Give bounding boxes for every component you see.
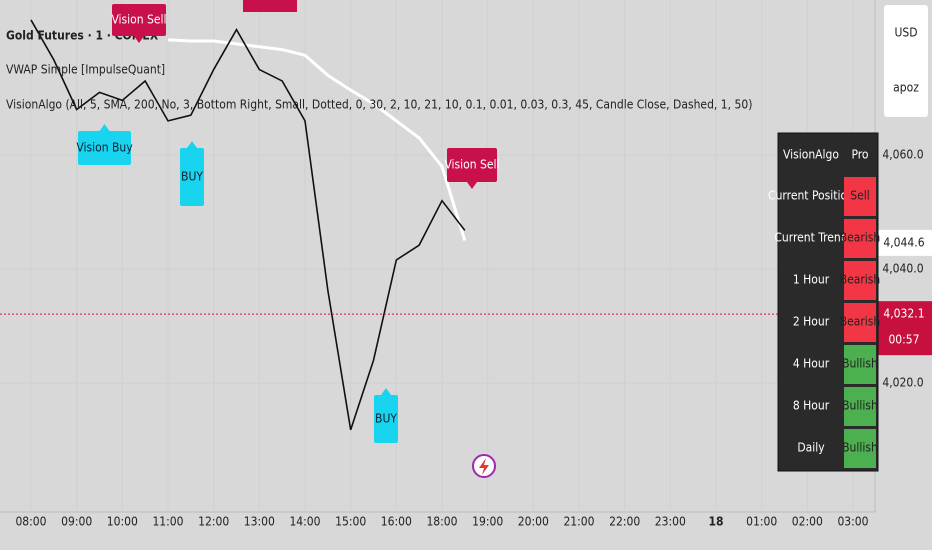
signal-box [78, 131, 131, 165]
countdown: 00:57 [888, 333, 919, 347]
signal-pointer [381, 388, 391, 395]
table-value: Bearish [840, 315, 881, 329]
x-tick-label: 18:00 [426, 515, 457, 529]
x-tick-label: 16:00 [381, 515, 412, 529]
indicator-label: VisionAlgo (All, 5, SMA, 200, No, 3, Bot… [6, 98, 752, 112]
y-tick-label: 4,040.0 [882, 262, 923, 276]
x-tick-label: 22:00 [609, 515, 640, 529]
table-label: 1 Hour [793, 273, 830, 287]
alert-bolt [479, 458, 489, 475]
signal-label: Vision Sell [444, 158, 499, 172]
price-line [167, 38, 467, 242]
table-header: VisionAlgo [783, 148, 839, 162]
x-tick-label: 14:00 [289, 515, 320, 529]
signal-label: Vision Buy [76, 141, 133, 155]
x-tick-label: 21:00 [563, 515, 594, 529]
table-header: Pro [851, 148, 868, 162]
table-value: Sell [850, 189, 870, 203]
x-tick-label: 19:00 [472, 515, 503, 529]
indicator-label: VWAP Simple [ImpulseQuant] [6, 63, 165, 77]
table-cell [844, 429, 876, 468]
scale-label[interactable]: apoz [893, 81, 919, 95]
table-cell [844, 387, 876, 426]
table-value: Bullish [842, 441, 878, 455]
table-cell [844, 177, 876, 216]
table-value: Bullish [842, 357, 878, 371]
x-tick-label: 01:00 [746, 515, 777, 529]
x-tick-label: 03:00 [837, 515, 868, 529]
price-marker [877, 301, 932, 356]
x-tick-label: 23:00 [655, 515, 686, 529]
table-cell [844, 219, 876, 258]
y-tick-label: 4,020.0 [882, 376, 923, 390]
x-tick-label: 20:00 [518, 515, 549, 529]
table-value: Bearish [840, 273, 881, 287]
signal-box [243, 0, 297, 12]
x-tick-label: 15:00 [335, 515, 366, 529]
signal-pointer [187, 141, 197, 148]
x-tick-label: 08:00 [15, 515, 46, 529]
signal-label: Vision Sell [111, 13, 166, 27]
y-tick-label: 4,060.0 [882, 148, 923, 162]
x-tick-label: 11:00 [152, 515, 183, 529]
x-tick-label: 09:00 [61, 515, 92, 529]
price-marker-label: 4,044.6 [883, 235, 924, 249]
signal-pointer [99, 124, 110, 131]
price-scale-box [884, 5, 928, 117]
x-tick-label: 12:00 [198, 515, 229, 529]
price-marker-label: 4,032.1 [883, 307, 924, 321]
price-marker [877, 229, 932, 256]
table-cell [844, 261, 876, 300]
signal-box [374, 395, 398, 443]
table-label: 2 Hour [793, 315, 830, 329]
signal-label: BUY [375, 412, 397, 426]
signal-pointer [467, 182, 477, 189]
x-tick-label: 10:00 [107, 515, 138, 529]
signal-box [112, 4, 166, 36]
signal-pointer [134, 36, 144, 43]
table-label: Daily [797, 441, 825, 455]
table-value: Bullish [842, 399, 878, 413]
currency[interactable]: USD [894, 26, 917, 40]
x-tick-label: 13:00 [244, 515, 275, 529]
signal-box [180, 148, 204, 206]
table-cell [844, 345, 876, 384]
table-label: 4 Hour [793, 357, 830, 371]
table-label: Current Trend [774, 231, 847, 245]
x-tick-label: 18 [708, 515, 723, 529]
table-cell [844, 303, 876, 342]
table-label: Current Position [768, 189, 854, 203]
signal-label: BUY [181, 170, 203, 184]
x-tick-label: 02:00 [792, 515, 823, 529]
signal-box [447, 148, 497, 182]
table-value: Bearish [840, 231, 881, 245]
price-line [30, 19, 466, 431]
table-label: 8 Hour [793, 399, 830, 413]
